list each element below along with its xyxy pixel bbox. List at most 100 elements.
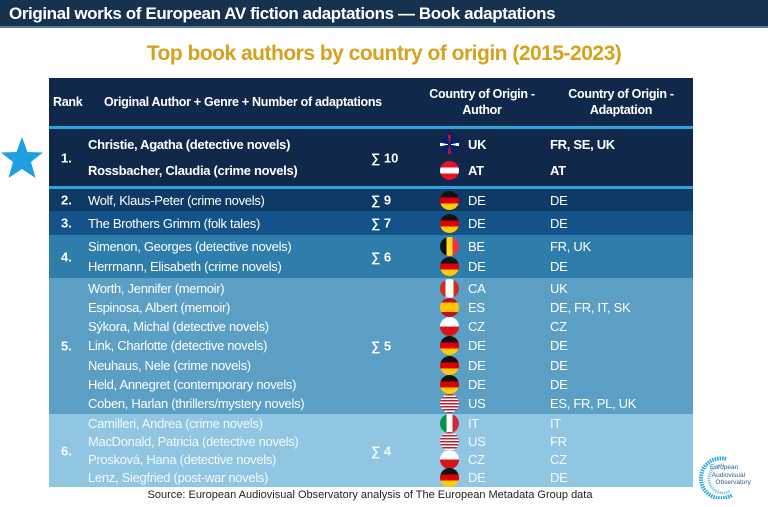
author-country: AT: [468, 162, 484, 178]
table-row: Coben, Harlan (thrillers/mystery novels)…: [49, 393, 693, 413]
rank-label: 3.: [61, 215, 72, 231]
table-header: Rank Original Author + Genre + Number of…: [49, 78, 693, 126]
table-row: The Brothers Grimm (folk tales) DE DE: [49, 212, 693, 234]
table-row: Rossbacher, Claudia (crime novels) AT AT: [49, 158, 693, 184]
author-country: DE: [468, 192, 486, 208]
author-name: Simenon, Georges (detective novels): [88, 238, 292, 254]
author-country: CZ: [468, 451, 485, 467]
rank-group-6: 6. ∑ 4 Camilleri, Andrea (crime novels) IT…: [49, 414, 693, 487]
table-row: Herrmann, Elisabeth (crime novels) DE DE: [49, 257, 693, 278]
author-name: Christie, Agatha (detective novels): [88, 137, 291, 153]
flag-de-icon: [440, 213, 459, 233]
author-name: Worth, Jennifer (memoir): [88, 281, 225, 297]
table-row: Lenz, Siegfried (post-war novels) DE DE: [49, 467, 693, 487]
adaptation-count: ∑ 9: [371, 192, 392, 208]
author-country: IT: [468, 416, 479, 432]
column-header-country-author: Country of Origin - Author: [429, 87, 535, 117]
adaptation-count: ∑ 6: [371, 249, 392, 264]
table-row: Simenon, Georges (detective novels) BE F…: [49, 236, 693, 257]
slide-header: Original works of European AV fiction ad…: [0, 0, 768, 28]
flag-cz-icon: [440, 317, 459, 337]
table-row: Camilleri, Andrea (crime novels) IT IT: [49, 414, 693, 434]
rank-group-3: 3. ∑ 7 The Brothers Grimm (folk tales) DE …: [49, 211, 693, 235]
rank-label: 5.: [61, 338, 72, 354]
flag-de-icon: [440, 257, 459, 277]
author-country: DE: [468, 469, 486, 485]
adaptation-count: ∑ 10: [371, 150, 399, 165]
adaptation-countries: IT: [550, 416, 561, 432]
flag-us-icon: [440, 393, 459, 413]
author-name: Held, Annegret (contemporary novels): [88, 376, 297, 392]
flag-uk-icon: [440, 135, 459, 155]
rank-group-5: 5. ∑ 5 Worth, Jennifer (memoir) CA UK Espin…: [49, 278, 693, 414]
adaptation-countries: DE: [550, 192, 568, 208]
author-name: Coben, Harlan (thrillers/mystery novels): [88, 395, 305, 411]
author-name: Sýkora, Michal (detective novels): [88, 319, 269, 335]
author-country: DE: [468, 357, 486, 373]
flag-es-icon: [440, 298, 459, 318]
flag-de-icon: [440, 336, 459, 356]
adaptation-countries: DE, FR, IT, SK: [550, 300, 631, 316]
flag-cz-icon: [440, 449, 459, 469]
flag-be-icon: [440, 236, 459, 256]
flag-de-icon: [440, 355, 459, 375]
adaptation-countries: FR: [550, 434, 567, 450]
author-name: The Brothers Grimm (folk tales): [88, 215, 261, 231]
adaptation-countries: AT: [550, 162, 566, 178]
rank-group-1: 1. ∑ 10 Christie, Agatha (detective novels…: [49, 129, 693, 186]
author-country: CA: [468, 281, 486, 297]
adaptation-count: ∑ 7: [371, 215, 392, 231]
rank-label: 1.: [61, 150, 72, 165]
author-name: MacDonald, Patricia (detective novels): [88, 434, 299, 450]
adaptation-countries: FR, SE, UK: [550, 137, 615, 153]
adaptation-countries: CZ: [550, 451, 567, 467]
slide-subtitle: Top book authors by country of origin (2…: [146, 42, 622, 65]
star-icon: [1, 137, 43, 178]
observatory-logo: European Audiovisual Observatory: [696, 455, 766, 501]
author-name: Wolf, Klaus-Peter (crime novels): [88, 192, 265, 208]
table-row: MacDonald, Patricia (detective novels) U…: [49, 432, 693, 452]
author-country: UK: [468, 137, 487, 153]
flag-us-icon: [440, 432, 459, 452]
adaptation-countries: DE: [550, 338, 568, 354]
separator: [49, 186, 693, 189]
table-row: Link, Charlotte (detective novels) DE DE: [49, 336, 693, 356]
author-name: Lenz, Siegfried (post-war novels): [88, 469, 269, 485]
flag-it-icon: [440, 414, 459, 434]
separator: [49, 126, 693, 129]
column-header-country-adaptation: Country of Origin - Adaptation: [568, 87, 674, 117]
author-country: DE: [468, 376, 486, 392]
flag-de-icon: [440, 374, 459, 394]
table-row: Neuhaus, Nele (crime novels) DE DE: [49, 355, 693, 375]
author-country: US: [468, 395, 486, 411]
table-row: Worth, Jennifer (memoir) CA UK: [49, 279, 693, 299]
rank-group-4: 4. ∑ 6 Simenon, Georges (detective novels)…: [49, 235, 693, 278]
flag-de-icon: [440, 467, 459, 487]
author-name: Espinosa, Albert (memoir): [88, 300, 231, 316]
author-name: Camilleri, Andrea (crime novels): [88, 416, 263, 432]
author-country: DE: [468, 259, 486, 275]
author-country: CZ: [468, 319, 485, 335]
table-row: Wolf, Klaus-Peter (crime novels) DE DE: [49, 190, 693, 210]
column-header-author: Original Author + Genre + Number of adap…: [104, 95, 382, 109]
author-name: Neuhaus, Nele (crime novels): [88, 357, 251, 373]
author-name: Rossbacher, Claudia (crime novels): [88, 162, 298, 178]
adaptation-countries: DE: [550, 357, 568, 373]
author-name: Link, Charlotte (detective novels): [88, 338, 268, 354]
table-row: Held, Annegret (contemporary novels) DE …: [49, 374, 693, 394]
author-country: DE: [468, 215, 486, 231]
author-country: BE: [468, 238, 485, 254]
author-country: US: [468, 434, 486, 450]
flag-at-icon: [440, 160, 459, 180]
author-country: DE: [468, 338, 486, 354]
source-note: Source: European Audiovisual Observatory…: [147, 489, 593, 501]
adaptation-countries: UK: [550, 281, 568, 297]
table-row: Espinosa, Albert (memoir) ES DE, FR, IT,…: [49, 298, 693, 318]
author-name: Prosková, Hana (detective novels): [88, 451, 277, 467]
adaptation-countries: CZ: [550, 319, 567, 335]
flag-de-icon: [440, 190, 459, 210]
logo-swirl-icon: [698, 456, 734, 501]
adaptation-countries: DE: [550, 259, 568, 275]
table-row: Prosková, Hana (detective novels) CZ CZ: [49, 449, 693, 469]
adaptation-countries: DE: [550, 215, 568, 231]
